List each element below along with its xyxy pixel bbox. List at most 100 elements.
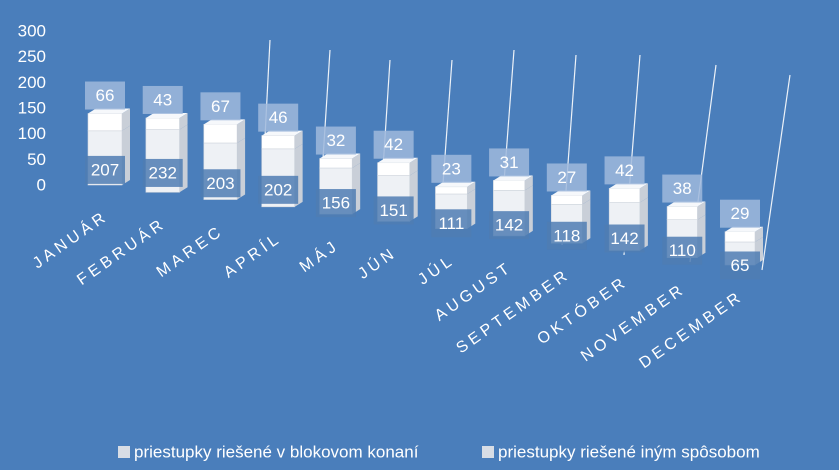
y-tick-label: 50 [27, 150, 46, 169]
bar-side [294, 130, 303, 149]
data-label: 38 [673, 179, 692, 198]
data-label-box [85, 155, 125, 184]
data-label-box [200, 169, 241, 198]
legend-label: priestupky riešené iným spôsobom [498, 442, 760, 461]
bar-side [755, 226, 763, 242]
data-label: 67 [211, 97, 230, 116]
data-label-box [258, 103, 299, 132]
y-tick-label: 250 [18, 47, 46, 66]
data-label: 42 [384, 135, 403, 154]
bar-segment [87, 113, 123, 132]
bar-segment [666, 206, 698, 220]
wall-line [761, 74, 791, 271]
bar-top [261, 130, 303, 136]
data-label-box [85, 81, 125, 110]
bar-top [667, 201, 706, 207]
bar-segment [435, 186, 468, 195]
bar-top [145, 112, 188, 118]
data-label: 151 [379, 201, 407, 220]
data-label: 43 [153, 90, 172, 109]
data-label: 32 [326, 131, 345, 150]
data-label: 65 [731, 256, 750, 275]
bar-side [467, 181, 476, 194]
y-tick-label: 150 [18, 98, 46, 117]
data-label: 142 [495, 216, 523, 235]
bar-side [582, 190, 591, 205]
data-label-box [489, 211, 530, 240]
bar-segment [724, 231, 756, 243]
bar-segment [493, 180, 526, 191]
bar-top [435, 181, 476, 187]
bar-segment [377, 162, 411, 176]
data-label-box [662, 174, 703, 203]
data-label: 42 [615, 161, 634, 180]
bar-side [352, 153, 361, 169]
data-label: 111 [438, 214, 464, 233]
data-label-box [142, 85, 183, 114]
data-label: 232 [149, 163, 177, 182]
data-label: 66 [96, 86, 115, 105]
data-label-box [489, 148, 530, 177]
bar-segment [261, 135, 295, 150]
bar-segment [550, 195, 583, 205]
data-label-box [546, 163, 587, 192]
data-label-box [720, 251, 760, 280]
data-label-box [315, 189, 356, 218]
data-label: 46 [269, 108, 288, 127]
data-label-box [720, 199, 760, 228]
data-label-box [662, 236, 703, 265]
x-tick-label: SEPTEMBER [453, 266, 573, 357]
data-label-box [604, 224, 645, 253]
bar-side [237, 119, 246, 143]
data-label-box [431, 209, 472, 238]
data-label: 142 [610, 229, 638, 248]
bar-side [179, 112, 188, 130]
bar-top [377, 157, 418, 163]
y-tick-label: 100 [18, 124, 46, 143]
data-label: 31 [500, 153, 519, 172]
bar-side [697, 201, 706, 220]
bar-top [551, 190, 591, 196]
bar-segment [203, 124, 238, 144]
bar-segment [608, 188, 641, 203]
data-label: 207 [91, 160, 119, 179]
x-tick-label: APRÍL [220, 228, 285, 282]
data-label: 27 [557, 168, 576, 187]
data-label-box [258, 175, 299, 204]
data-label: 110 [669, 241, 696, 260]
data-label: 202 [264, 180, 292, 199]
y-tick-label: 300 [18, 21, 46, 40]
bar-top [88, 108, 130, 114]
bar-segment [319, 158, 353, 169]
data-label-box [142, 158, 183, 187]
y-tick-label: 0 [37, 175, 46, 194]
data-label-box [431, 154, 472, 183]
data-label: 203 [206, 174, 234, 193]
bar-segment [145, 117, 180, 130]
x-tick-label: MÁJ [296, 235, 343, 276]
legend-swatch [482, 446, 494, 458]
data-label: 156 [322, 194, 350, 213]
data-label-box [373, 130, 414, 159]
bar-side [122, 108, 130, 131]
legend-swatch [118, 446, 130, 458]
x-tick-label: JÚL [414, 250, 458, 289]
legend-label: priestupky riešené v blokovom konaní [134, 442, 419, 461]
data-label-box [200, 92, 241, 121]
bar-top [725, 226, 763, 232]
bar-top [493, 175, 533, 181]
data-label: 23 [442, 159, 461, 178]
data-label-box [373, 196, 414, 225]
y-tick-label: 200 [18, 73, 46, 92]
bar-top [203, 119, 246, 125]
back-walls [261, 39, 791, 271]
bar-side [639, 183, 648, 203]
bar-side [409, 157, 418, 176]
bar-top [319, 153, 361, 159]
data-label: 118 [553, 226, 580, 245]
data-label-box [315, 126, 356, 155]
bar-side [524, 175, 533, 191]
data-label-box [604, 156, 645, 185]
bar-top [609, 183, 648, 189]
